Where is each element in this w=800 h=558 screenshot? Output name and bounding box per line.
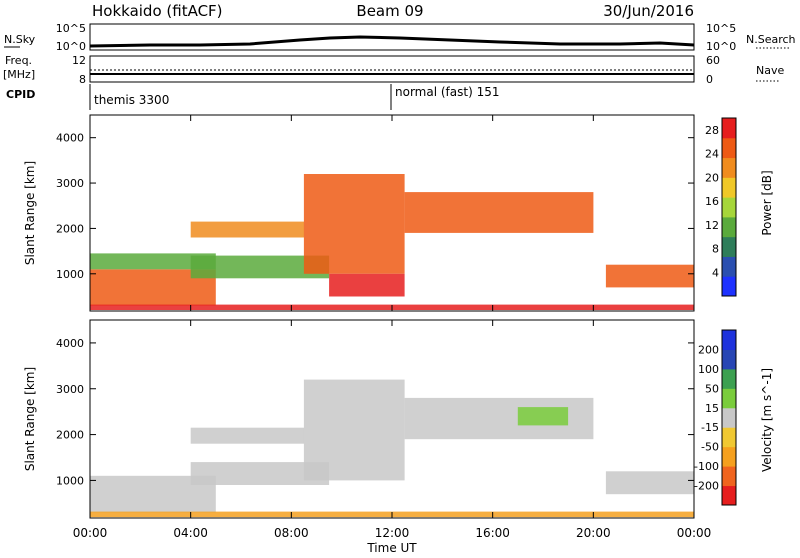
cpid-label: CPID xyxy=(6,88,35,101)
colorbar-swatch xyxy=(722,256,736,277)
freq-left-tick-top: 12 xyxy=(72,54,86,67)
colorbar-tick-label: 200 xyxy=(698,343,719,356)
colorbar-swatch xyxy=(722,485,736,506)
power-band xyxy=(190,255,330,279)
date-title: 30/Jun/2016 xyxy=(603,2,694,20)
y-tick-label: 1000 xyxy=(56,268,84,281)
colorbar-swatch xyxy=(722,216,736,238)
y-tick-label: 2000 xyxy=(56,222,84,235)
y-tick-label: 3000 xyxy=(56,177,84,190)
power-band xyxy=(190,221,304,238)
power-band xyxy=(404,192,594,233)
colorbar-tick-label: -15 xyxy=(701,421,719,434)
colorbar-tick-label: 100 xyxy=(698,363,719,376)
velocity-colorbar: -200 -100 -50 -15 15 50 100 200 xyxy=(694,329,737,506)
velocity-band xyxy=(517,407,569,426)
x-tick-label: 20:00 xyxy=(576,526,611,540)
noise-right-tick-bottom: 10^0 xyxy=(706,40,736,53)
x-tick-label: 00:00 xyxy=(73,526,108,540)
noise-panel-frame xyxy=(89,23,695,51)
colorbar-tick-label: -50 xyxy=(701,441,719,454)
noise-left-tick-bottom: 10^0 xyxy=(56,40,86,53)
velocity-band xyxy=(605,471,694,495)
power-colorbar: 4 8 12 16 20 24 28 xyxy=(705,117,737,297)
cpid-segment-1: themis 3300 xyxy=(94,93,169,107)
colorbar-swatch xyxy=(722,197,736,218)
colorbar-tick-label: 8 xyxy=(712,243,719,256)
colorbar-tick-label: -200 xyxy=(694,480,719,493)
freq-left-label-2: [MHz] xyxy=(3,68,35,81)
x-tick-label: 00:00 xyxy=(677,526,712,540)
x-tick-label: 16:00 xyxy=(475,526,510,540)
y-tick-label: 1000 xyxy=(56,474,84,487)
colorbar-swatch xyxy=(722,349,736,370)
colorbar-tick-label: 28 xyxy=(705,124,719,137)
power-band xyxy=(605,264,694,288)
power-band xyxy=(90,253,216,270)
power-ylabel: Slant Range [km] xyxy=(23,161,37,265)
colorbar-swatch xyxy=(722,137,736,159)
colorbar-tick-label: 15 xyxy=(705,402,719,415)
power-panel: 1000 2000 3000 4000 Slant Range [km] xyxy=(23,114,695,312)
colorbar-swatch xyxy=(722,236,736,257)
noise-left-label: N.Sky xyxy=(4,33,36,46)
colorbar-swatch xyxy=(722,157,736,178)
y-tick-label: 4000 xyxy=(56,132,84,145)
freq-left-label-1: Freq. xyxy=(5,54,32,67)
colorbar-swatch xyxy=(722,276,736,297)
noise-right-tick-top: 10^5 xyxy=(706,22,736,35)
beam-title: Beam 09 xyxy=(356,2,423,20)
colorbar-swatch xyxy=(722,388,736,409)
freq-panel-frame xyxy=(89,55,695,83)
colorbar-swatch xyxy=(722,427,736,448)
y-tick-label: 3000 xyxy=(56,383,84,396)
site-title: Hokkaido (fitACF) xyxy=(92,2,223,20)
x-tick-label: 04:00 xyxy=(173,526,208,540)
colorbar-tick-label: 20 xyxy=(705,171,719,184)
colorbar-swatch xyxy=(722,407,736,428)
colorbar-swatch xyxy=(722,177,736,198)
noise-trace xyxy=(89,35,695,48)
colorbar-tick-label: 4 xyxy=(712,266,719,279)
x-tick-label: 08:00 xyxy=(274,526,309,540)
velocity-band xyxy=(190,427,304,444)
colorbar-swatch xyxy=(722,446,736,467)
freq-right-tick-top: 60 xyxy=(706,54,720,67)
y-tick-label: 4000 xyxy=(56,337,84,350)
velocity-ylabel: Slant Range [km] xyxy=(23,367,37,471)
colorbar-swatch xyxy=(722,118,736,139)
colorbar-tick-label: 50 xyxy=(705,382,719,395)
power-band xyxy=(329,273,405,297)
colorbar-tick-label: 16 xyxy=(705,195,719,208)
colorbar-tick-label: -100 xyxy=(694,460,719,473)
noise-left-tick-top: 10^5 xyxy=(56,22,86,35)
power-colorbar-label: Power [dB] xyxy=(760,170,774,235)
velocity-band xyxy=(303,379,405,481)
noise-right-label: N.Search xyxy=(746,33,796,46)
velocity-panel: 1000 2000 3000 4000 Slant Range [km] xyxy=(23,319,695,519)
xaxis-label: Time UT xyxy=(366,541,417,554)
power-band xyxy=(303,174,405,274)
x-tick-label: 12:00 xyxy=(375,526,410,540)
colorbar-swatch xyxy=(722,466,736,487)
colorbar-tick-label: 12 xyxy=(705,219,719,232)
cpid-segment-2: normal (fast) 151 xyxy=(395,85,499,99)
colorbar-swatch xyxy=(722,368,736,389)
nave-label: Nave xyxy=(756,64,784,77)
freq-right-tick-bottom: 0 xyxy=(706,73,713,86)
velocity-colorbar-label: Velocity [m s^-1] xyxy=(760,368,774,472)
velocity-band xyxy=(190,462,330,485)
y-tick-label: 2000 xyxy=(56,429,84,442)
freq-left-tick-bottom: 8 xyxy=(79,73,86,86)
colorbar-swatch xyxy=(722,330,736,350)
colorbar-tick-label: 24 xyxy=(705,148,719,161)
